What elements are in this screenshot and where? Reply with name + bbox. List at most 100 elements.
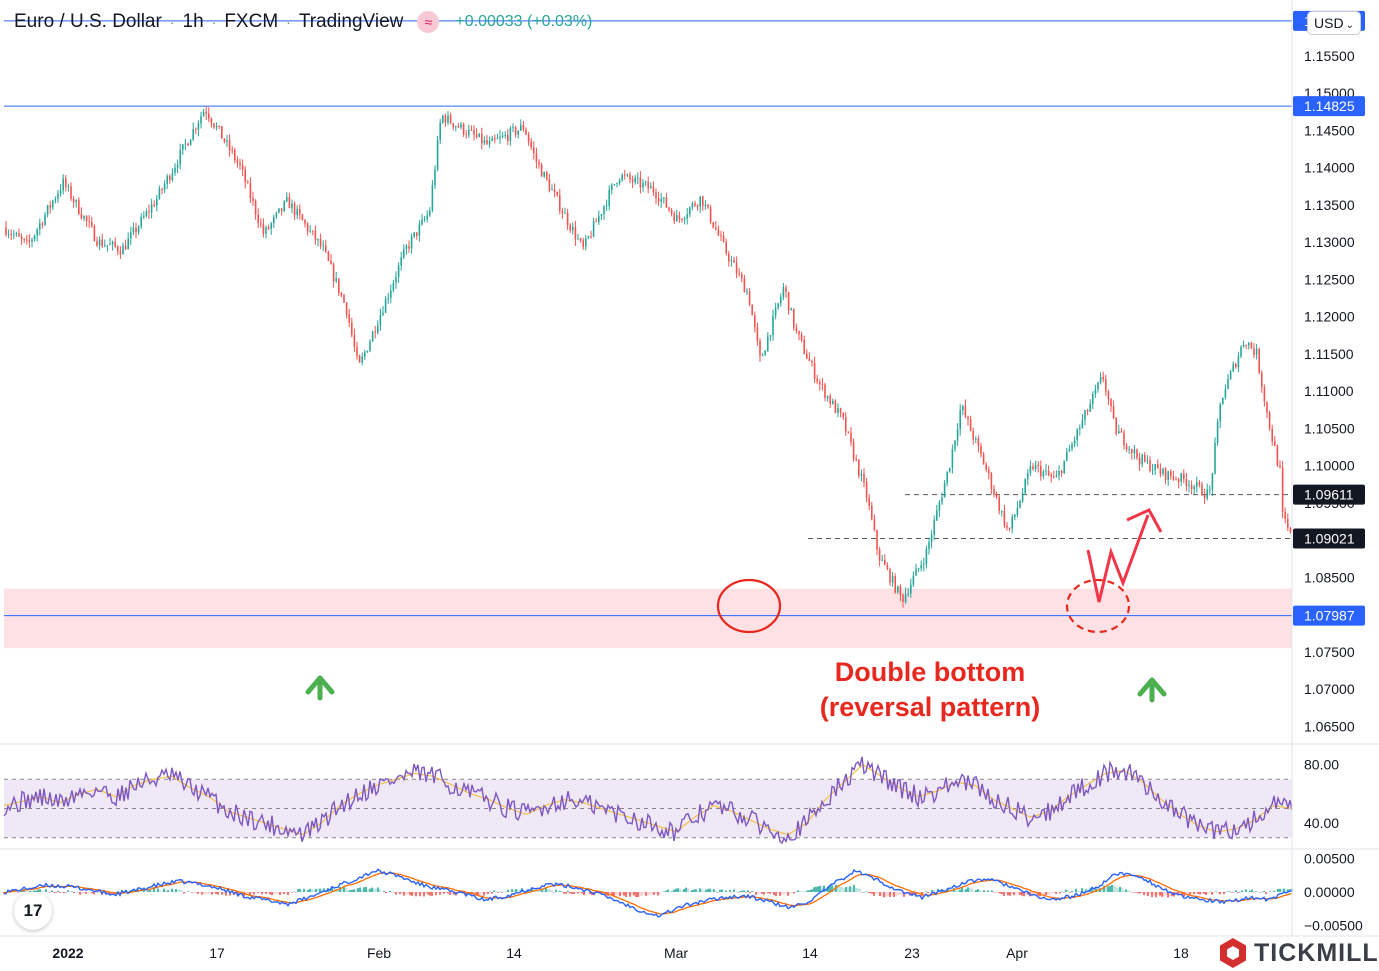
candle-body [988, 469, 990, 474]
macd-histogram-bar [621, 892, 623, 896]
candle-body [925, 549, 928, 565]
candle-body [1157, 464, 1159, 469]
macd-histogram-bar [1283, 888, 1285, 892]
macd-histogram-bar [355, 889, 357, 892]
candle-body [813, 362, 816, 379]
candle-body [83, 216, 85, 219]
candle-body [715, 227, 717, 230]
candle-body [161, 188, 163, 190]
indicator-wave-icon[interactable]: ≈ [417, 11, 440, 33]
macd-histogram-bar [237, 892, 239, 897]
macd-histogram-bar [281, 892, 283, 893]
macd-histogram-bar [801, 891, 803, 892]
macd-histogram-bar [79, 892, 81, 895]
macd-histogram-bar [37, 889, 39, 892]
macd-histogram-bar [899, 892, 901, 895]
macd-histogram-bar [609, 892, 611, 895]
candle-body [1190, 485, 1193, 490]
candle-body [686, 214, 688, 219]
macd-histogram-bar [205, 892, 207, 894]
candle-body [254, 200, 257, 215]
macd-histogram-bar [887, 892, 889, 897]
macd-histogram-bar [1113, 885, 1115, 892]
price-level-box [1293, 605, 1365, 626]
candle-body [283, 201, 285, 211]
macd-histogram-bar [217, 892, 219, 895]
candle-body [1196, 482, 1198, 487]
macd-histogram-bar [175, 889, 177, 892]
symbol-name[interactable]: Euro / U.S. Dollar [14, 11, 162, 32]
macd-histogram-bar [145, 891, 147, 893]
chart-header: Euro / U.S. Dollar · 1h · FXCM · Trading… [14, 10, 592, 34]
time-axis-label: Mar [664, 945, 688, 961]
macd-histogram-bar [377, 887, 379, 892]
macd-histogram-bar [265, 892, 267, 894]
price-level-label: 1.09611 [1304, 487, 1354, 503]
candle-body [189, 139, 192, 146]
macd-histogram-bar [223, 892, 225, 894]
macd-histogram-bar [641, 892, 643, 896]
macd-histogram-bar [741, 890, 743, 892]
candle-body [221, 126, 223, 139]
candle-body [1255, 349, 1258, 355]
macd-histogram-bar [1057, 892, 1059, 893]
candle-body [317, 239, 319, 241]
macd-histogram-bar [683, 888, 685, 892]
macd-histogram-bar [231, 892, 233, 894]
candle-body [23, 238, 25, 240]
candle-body [1131, 448, 1133, 454]
candle-body [202, 111, 205, 117]
candle-body [262, 224, 265, 234]
candle-body [1180, 473, 1182, 482]
macd-histogram-bar [1149, 892, 1151, 894]
candle-body [530, 141, 532, 148]
candle-body [491, 137, 493, 141]
macd-histogram-bar [483, 892, 485, 896]
price-change: +0.00033 (+0.03%) [455, 13, 593, 30]
macd-histogram-bar [487, 892, 489, 895]
macd-histogram-bar [1105, 887, 1107, 892]
candle-body [564, 213, 566, 214]
candle-body [951, 449, 954, 468]
macd-histogram-bar [181, 890, 183, 892]
macd-histogram-bar [195, 892, 197, 893]
candle-body [660, 198, 662, 202]
macd-histogram-bar [1077, 891, 1079, 892]
macd-histogram-bar [19, 891, 21, 893]
candle-body [936, 510, 938, 521]
candle-body [1105, 379, 1107, 392]
candle-body [275, 212, 278, 217]
candle-body [143, 216, 145, 218]
candle-body [767, 336, 769, 351]
candle-body [1216, 421, 1219, 443]
candle-body [1149, 460, 1151, 472]
interval-label[interactable]: 1h [182, 11, 204, 32]
candle-body [707, 204, 709, 208]
candle-body [286, 196, 288, 202]
macd-histogram-bar [167, 890, 169, 892]
macd-histogram-bar [287, 892, 289, 896]
candle-body [1271, 428, 1273, 442]
macd-histogram-bar [1001, 892, 1003, 894]
candle-body [868, 497, 870, 506]
macd-histogram-bar [961, 887, 963, 892]
candle-body [990, 473, 993, 489]
currency-dropdown[interactable]: USD ⌄ [1307, 11, 1361, 35]
candle-body [348, 314, 350, 323]
candle-body [655, 192, 657, 199]
macd-histogram-bar [955, 890, 957, 892]
candle-body [429, 210, 431, 216]
candle-body [842, 413, 844, 418]
candle-body [637, 177, 639, 179]
macd-histogram-bar [799, 890, 801, 892]
macd-histogram-bar [187, 891, 189, 892]
tradingview-logo-icon[interactable]: 17 [14, 892, 52, 930]
candle-body [889, 569, 891, 583]
macd-histogram-bar [85, 892, 87, 894]
candle-body [522, 124, 525, 130]
macd-histogram-bar [763, 892, 765, 895]
candle-body [257, 214, 259, 224]
macd-histogram-bar [89, 892, 91, 893]
candle-body [187, 143, 189, 146]
